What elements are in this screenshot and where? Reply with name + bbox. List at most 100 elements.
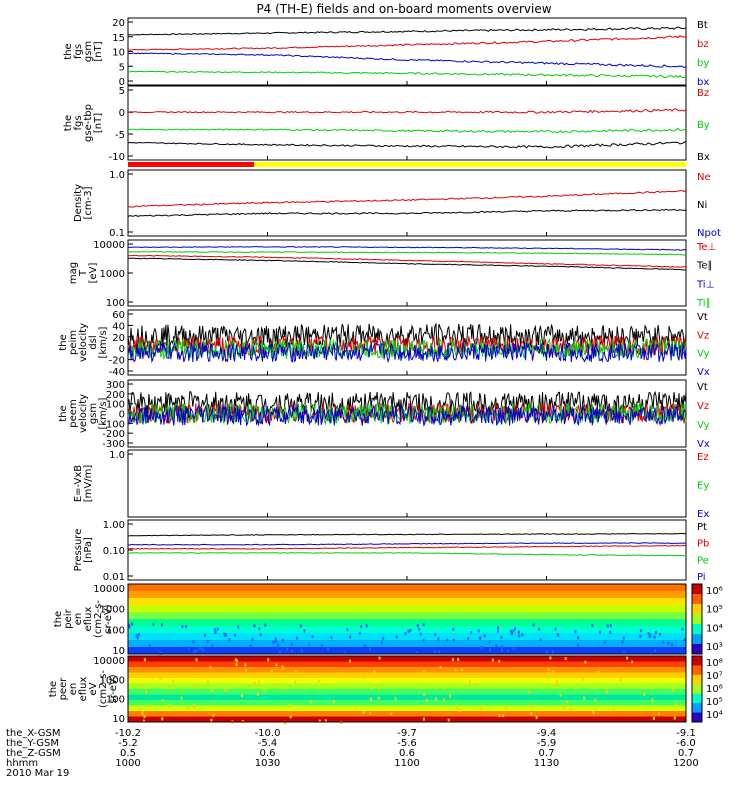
spectrogram-speckle: [294, 670, 297, 674]
spectrogram-speckle: [355, 705, 358, 709]
series-Ti⊥-line: [127, 246, 687, 251]
legend-entry: Pe: [697, 555, 709, 566]
panel-density: 1.0 0.1 Density[cm-3] Ne Ni Npot: [73, 169, 721, 239]
y-axis-label-line: the: [48, 681, 59, 697]
y-axis-label-line: velocity: [78, 323, 89, 362]
spectrogram-band: [128, 689, 686, 695]
legend-entry: Ti∥: [696, 298, 711, 309]
spectrogram-speckle: [343, 651, 346, 655]
spectrogram-speckle: [457, 658, 460, 662]
spectrogram-speckle: [275, 663, 278, 667]
spectrogram-speckle: [196, 685, 199, 689]
colorbar-label: 10⁴: [706, 623, 723, 634]
spectrogram-speckle: [249, 644, 252, 648]
y-tick-label: -5: [115, 130, 125, 141]
panel-group: 20151050thefgsgsm[nT]Btbzbybx50-5-10thef…: [48, 17, 723, 725]
y-axis-label-line: [eV]: [88, 263, 99, 284]
y-axis-label: thepeerenefluxeV(cm2-s-sr-eV): [48, 670, 119, 708]
orbit-row-value: -10.0: [255, 728, 281, 739]
colorbar-segment: [692, 712, 702, 723]
y-axis-label-line: T: [78, 269, 89, 277]
spectrogram-band: [128, 598, 686, 606]
orbit-row-value: -5.2: [118, 738, 138, 749]
y-tick-label: 10000: [93, 584, 125, 595]
spectrogram-speckle: [659, 632, 662, 636]
spectrogram-speckle: [258, 683, 261, 687]
y-axis-label-line: the: [53, 611, 64, 627]
spectrogram-speckle: [461, 667, 464, 671]
spectrogram-speckle: [416, 624, 419, 628]
legend-entry: Bz: [697, 88, 709, 99]
spectrogram-speckle: [376, 684, 379, 688]
spectrogram-speckle: [506, 649, 509, 653]
spectrogram-speckle: [549, 656, 552, 660]
spectrogram-speckle: [442, 698, 445, 702]
spectrogram-band: [128, 633, 686, 641]
spectrogram-speckle: [653, 635, 656, 639]
spectrogram-speckle: [320, 644, 323, 648]
y-axis-label-line: [nPa]: [83, 537, 94, 563]
spectrogram-speckle: [300, 649, 303, 653]
colorbar-label: 10⁷: [706, 671, 723, 682]
spectrogram-speckle: [195, 648, 198, 652]
spectrogram-speckle: [569, 707, 572, 711]
orbit-row-value: -5.4: [258, 738, 278, 749]
spectrogram-speckle: [203, 633, 206, 637]
spectrogram-speckle: [576, 643, 579, 647]
spectrogram-speckle: [308, 642, 311, 646]
y-axis-label: thepeimvelocitydsl[km/s]: [58, 323, 109, 362]
spectrogram-speckle: [530, 712, 533, 716]
y-tick-label: 300: [106, 380, 125, 391]
y-axis-label-line: fgs: [73, 115, 84, 130]
y-tick-label: 0: [119, 108, 125, 119]
y-tick-label: 100: [106, 298, 125, 309]
spectrogram-speckle: [498, 659, 501, 663]
spectrogram-speckle: [532, 623, 535, 627]
y-axis-label: thefgsgsm[nT]: [63, 41, 104, 62]
colorbar-segment: [692, 684, 702, 695]
spectrogram-speckle: [681, 627, 684, 631]
spectrogram-speckle: [253, 681, 256, 685]
colorbar-segment: [692, 604, 702, 615]
panel-fgs_gsm: 20 15 10 5 0 thefgsgsm[nT] Bt bz by bx: [63, 17, 709, 88]
spectrogram-speckle: [279, 650, 282, 654]
colorbar-segment: [692, 656, 702, 666]
y-axis-label-line: fgs: [73, 44, 84, 59]
spectrogram-speckle: [263, 688, 266, 692]
y-tick-label: 20: [112, 333, 125, 344]
orbit-row-value: 0.7: [678, 748, 694, 759]
spectrogram-speckle: [324, 682, 327, 686]
colorbar-label: 10⁵: [706, 697, 723, 708]
spectrogram-speckle: [216, 627, 219, 631]
y-axis-label-line: E=-VxB: [73, 465, 84, 502]
spectrogram-speckle: [470, 631, 473, 635]
legend-entry: Vy: [697, 420, 710, 431]
spectrogram-speckle: [159, 651, 162, 655]
spectrogram-speckle: [643, 693, 646, 697]
spectrogram-band: [128, 612, 686, 620]
y-axis-label-line: [cm-3]: [83, 186, 94, 219]
y-axis-label-line: eflux: [83, 607, 94, 632]
spectrogram-speckle: [330, 635, 333, 639]
y-tick-label: 100: [106, 625, 125, 636]
legend-entry: Pi: [697, 572, 706, 583]
panel-fgs_gse: 5 0 -5 -10 thefgsgse-tbp[nT] Bz By Bx: [63, 85, 710, 163]
spectrogram-speckle: [662, 640, 665, 644]
y-tick-label: -20: [109, 356, 125, 367]
spectrogram-speckle: [511, 631, 514, 635]
y-tick-label: 1000: [100, 605, 125, 616]
spectrogram-speckle: [272, 641, 275, 645]
mode-bar-fast: [254, 162, 686, 167]
spectrogram-speckle: [382, 637, 385, 641]
orbit-row-label: hhmm: [6, 758, 38, 769]
y-axis-label-line: the: [63, 43, 74, 59]
y-tick-label: 10: [112, 48, 125, 59]
spectrogram-speckle: [276, 643, 279, 647]
orbit-row-value: 0.5: [120, 748, 136, 759]
series-Te⊥-line: [127, 254, 687, 268]
spectrogram-speckle: [597, 671, 600, 675]
colorbar-label: 10⁶: [706, 586, 723, 597]
spectrogram-speckle: [264, 623, 267, 627]
